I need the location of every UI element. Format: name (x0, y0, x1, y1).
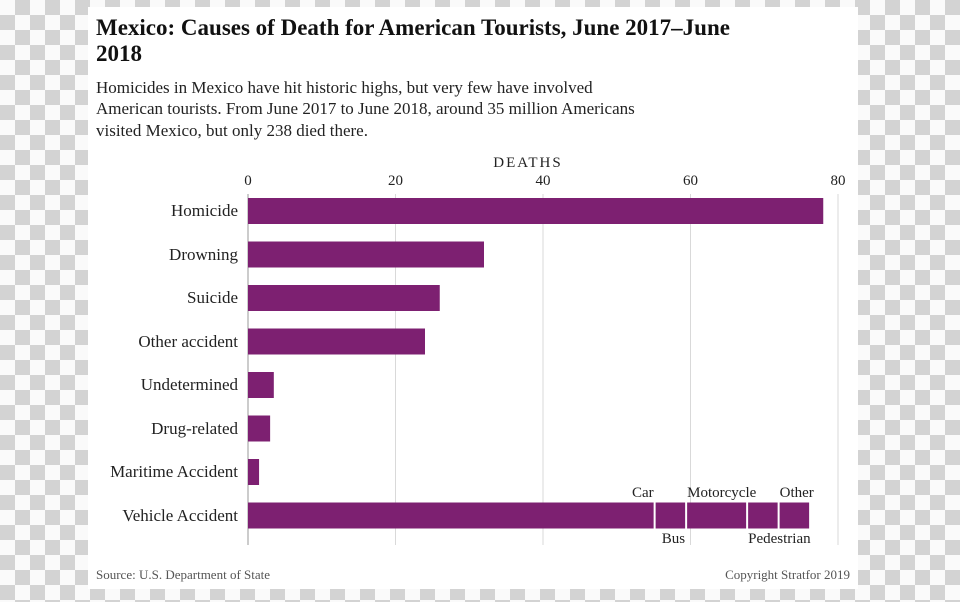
segment-label: Other (780, 485, 814, 502)
x-tick-label: 60 (683, 173, 698, 190)
category-label: Drowning (88, 245, 238, 265)
category-label: Drug-related (88, 419, 238, 439)
source-line: Source: U.S. Department of State (96, 567, 270, 583)
x-tick-label: 20 (388, 173, 403, 190)
category-label: Other accident (88, 332, 238, 352)
category-label: Maritime Accident (88, 462, 238, 482)
segment-label: Car (632, 485, 654, 502)
category-label: Vehicle Accident (88, 506, 238, 526)
x-tick-label: 0 (244, 173, 252, 190)
segment-label: Motorcycle (687, 485, 756, 502)
segment-label: Bus (662, 531, 685, 548)
chart-panel: Mexico: Causes of Death for American Tou… (88, 7, 858, 589)
category-label: Homicide (88, 201, 238, 221)
x-tick-label: 40 (536, 173, 551, 190)
segment-label: Pedestrian (748, 531, 810, 548)
copyright-line: Copyright Stratfor 2019 (725, 567, 850, 583)
x-tick-label: 80 (831, 173, 846, 190)
category-label: Undetermined (88, 375, 238, 395)
category-label: Suicide (88, 288, 238, 308)
